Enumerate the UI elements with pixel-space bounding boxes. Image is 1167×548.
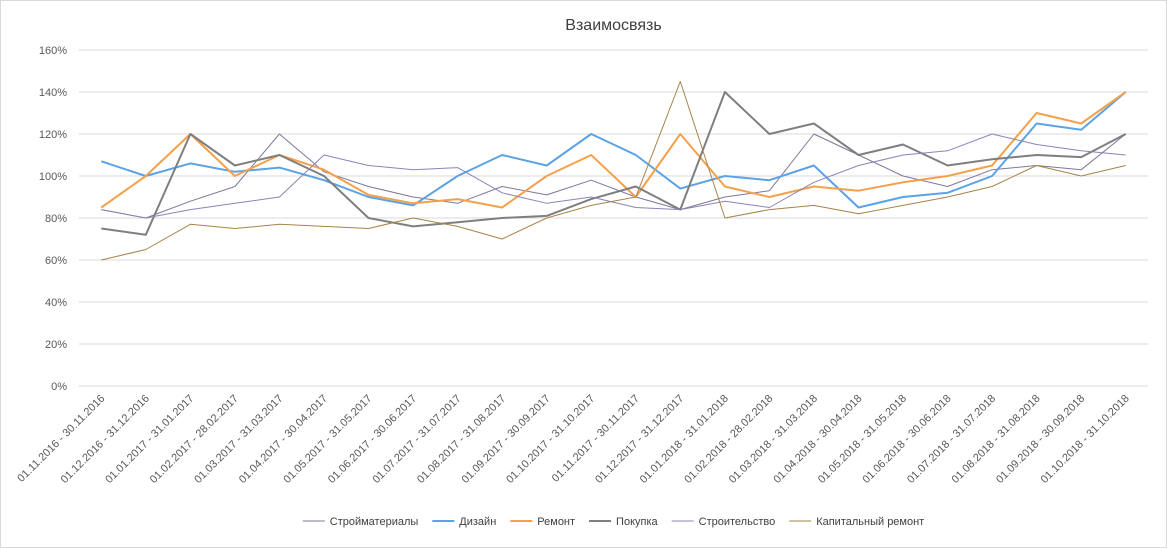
x-tick-label: 01.03.2017 - 31.03.2017 bbox=[192, 393, 285, 486]
y-tick-label: 140% bbox=[39, 87, 67, 99]
x-tick-label: 01.03.2018 - 31.03.2018 bbox=[727, 393, 820, 486]
x-tick-label: 01.10.2017 - 31.10.2017 bbox=[504, 393, 597, 486]
x-tick-label: 01.02.2018 - 28.02.2018 bbox=[682, 393, 775, 486]
gridlines bbox=[79, 49, 1148, 387]
x-tick-label: 01.06.2017 - 30.06.2017 bbox=[326, 393, 419, 486]
legend-item: Капитальный ремонт bbox=[789, 516, 924, 528]
x-tick-label: 01.04.2018 - 30.04.2018 bbox=[771, 393, 864, 486]
x-tick-label: 01.11.2017 - 30.11.2017 bbox=[550, 393, 642, 485]
y-tick-label: 60% bbox=[45, 255, 67, 267]
x-tick-label: 01.10.2018 - 31.10.2018 bbox=[1039, 393, 1132, 486]
x-tick-label: 01.12.2017 - 31.12.2017 bbox=[593, 393, 686, 486]
series-line-1 bbox=[101, 133, 1127, 219]
legend-label: Капитальный ремонт bbox=[816, 516, 924, 528]
legend-item: Строительство bbox=[671, 516, 776, 528]
x-tick-label: 01.09.2017 - 30.09.2017 bbox=[460, 393, 553, 486]
series-lines bbox=[100, 81, 1127, 261]
chart-title: Взаимосвязь bbox=[565, 17, 661, 34]
x-tick-label: 01.02.2017 - 28.02.2017 bbox=[148, 393, 241, 486]
y-tick-label: 100% bbox=[39, 171, 67, 183]
y-tick-label: 0% bbox=[51, 381, 67, 393]
x-tick-label: 01.05.2017 - 31.05.2017 bbox=[281, 393, 374, 486]
x-tick-label: 01.01.2018 - 31.01.2018 bbox=[638, 393, 731, 486]
series-line-2 bbox=[100, 91, 1127, 209]
x-tick-label: 01.11.2016 - 30.11.2016 bbox=[15, 393, 107, 485]
y-tick-label: 160% bbox=[39, 45, 67, 57]
x-tick-label: 01.08.2017 - 31.08.2017 bbox=[415, 393, 508, 486]
legend-label: Дизайн bbox=[459, 516, 496, 528]
x-tick-label: 01.08.2018 - 31.08.2018 bbox=[950, 393, 1043, 486]
x-tick-label: 01.06.2018 - 30.06.2018 bbox=[860, 393, 953, 486]
y-tick-label: 80% bbox=[45, 213, 67, 225]
x-tick-label: 01.07.2018 - 31.07.2018 bbox=[905, 393, 998, 486]
legend: Стройматериалы Дизайн Ремонт Покупка Строите… bbox=[302, 516, 924, 528]
legend-item: Ремонт bbox=[510, 516, 575, 528]
y-tick-label: 20% bbox=[45, 339, 67, 351]
series-line-6 bbox=[101, 81, 1126, 261]
legend-label: Стройматериалы bbox=[330, 516, 419, 528]
x-tick-label: 01.01.2017 - 31.01.2017 bbox=[103, 393, 196, 486]
legend-label: Строительство bbox=[699, 516, 776, 528]
x-tick-label: 01.07.2017 - 31.07.2017 bbox=[370, 393, 463, 486]
x-tick-label: 01.05.2018 - 31.05.2018 bbox=[816, 393, 909, 486]
y-axis-ticks: 0% 20% 40% 60% 80% 100% 120% 140% 160% bbox=[39, 45, 67, 393]
legend-label: Ремонт bbox=[537, 516, 575, 528]
legend-item: Покупка bbox=[589, 516, 659, 528]
x-tick-label: 01.09.2018 - 30.09.2018 bbox=[994, 393, 1087, 486]
x-tick-label: 01.04.2017 - 30.04.2017 bbox=[237, 393, 330, 486]
legend-label: Покупка bbox=[616, 516, 658, 528]
y-tick-label: 120% bbox=[39, 129, 67, 141]
series-line-5 bbox=[101, 133, 1126, 219]
series-line-3 bbox=[100, 91, 1127, 209]
y-tick-label: 40% bbox=[45, 297, 67, 309]
series-line-4 bbox=[101, 91, 1127, 236]
x-tick-label: 01.12.2016 - 31.12.2016 bbox=[59, 393, 152, 486]
legend-item: Дизайн bbox=[432, 516, 496, 528]
legend-item: Стройматериалы bbox=[302, 516, 419, 528]
